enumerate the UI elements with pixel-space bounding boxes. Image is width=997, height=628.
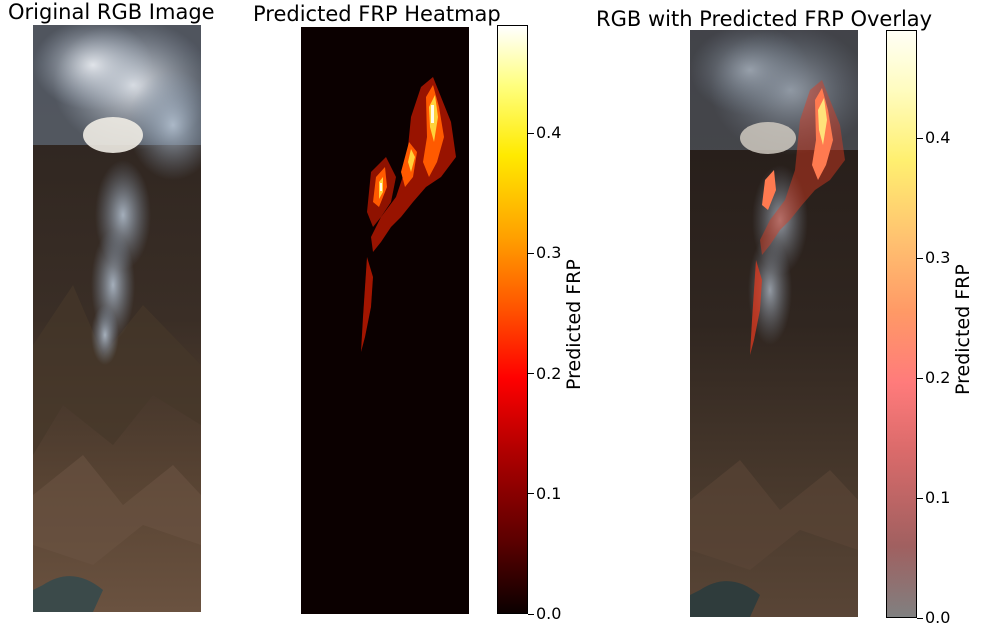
heatmap-colorbar-label: Predicted FRP (563, 259, 585, 390)
overlay-colorbar-label: Predicted FRP (952, 264, 974, 395)
heatmap-colorbar (497, 25, 528, 614)
colorbar-tick-mark (528, 373, 534, 375)
colorbar-tick-label: 0.3 (536, 243, 562, 263)
colorbar-tick-label: 0.1 (536, 483, 562, 503)
overlay-title: RGB with Predicted FRP Overlay (596, 7, 933, 31)
colorbar-tick-mark (917, 257, 923, 259)
colorbar-tick-mark (528, 613, 534, 615)
overlay-colorbar (886, 30, 917, 618)
colorbar-tick-label: 0.2 (536, 363, 562, 383)
colorbar-tick-label: 0.0 (925, 608, 951, 627)
colorbar-tick-mark (917, 497, 923, 499)
colorbar-tick-label: 0.4 (536, 123, 562, 143)
colorbar-tick-mark (917, 377, 923, 379)
colorbar-tick-label: 0.3 (925, 248, 951, 267)
colorbar-tick-mark (528, 132, 534, 134)
rgb-frp-overlay (690, 30, 858, 617)
original-image-title: Original RGB Image (8, 0, 215, 24)
colorbar-tick-mark (528, 252, 534, 254)
colorbar-tick-label: 0.1 (925, 488, 951, 507)
colorbar-tick-mark (528, 493, 534, 495)
colorbar-tick-label: 0.2 (925, 368, 951, 387)
colorbar-tick-mark (917, 137, 923, 139)
original-rgb-image (33, 25, 201, 612)
colorbar-tick-label: 0.0 (536, 604, 562, 623)
colorbar-tick-label: 0.4 (925, 128, 951, 147)
colorbar-tick-mark (917, 617, 923, 619)
frp-heatmap (301, 27, 469, 614)
heatmap-title: Predicted FRP Heatmap (253, 2, 501, 26)
